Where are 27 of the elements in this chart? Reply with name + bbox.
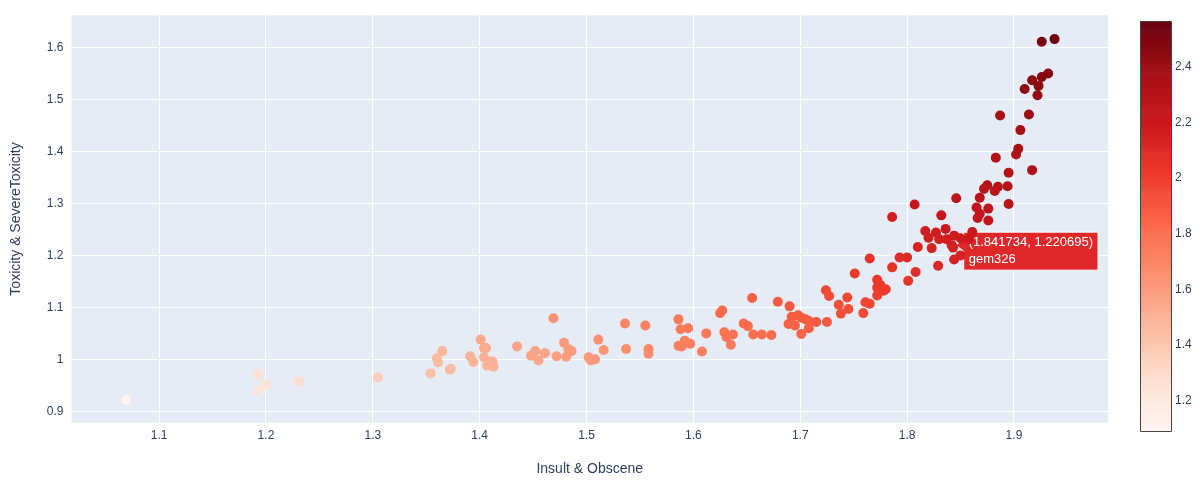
y-tick-label: 1.3 — [46, 196, 64, 211]
x-tick-label: 1.4 — [471, 428, 489, 443]
x-tick-label: 1.8 — [898, 428, 916, 443]
color-bar-label: 1.4 — [1175, 337, 1193, 352]
x-tick-label: 1.3 — [364, 428, 382, 443]
color-bar-label: 2.4 — [1175, 59, 1193, 74]
x-tick-label: 1.7 — [791, 428, 809, 443]
y-tick-label: 0.9 — [46, 404, 64, 419]
x-axis-title: Insult & Obscene — [536, 460, 644, 477]
y-tick-label: 1.2 — [46, 248, 64, 263]
y-tick-label: 1.4 — [46, 144, 64, 159]
x-tick-label: 1.5 — [578, 428, 596, 443]
y-axis-title: Toxicity & SevereToxicity — [7, 142, 24, 296]
x-tick-label: 1.1 — [150, 428, 168, 443]
color-bar-label: 1.2 — [1175, 392, 1193, 407]
y-tick-label: 1 — [56, 352, 64, 367]
color-bar-label: 1.6 — [1175, 281, 1193, 296]
x-tick-label: 1.6 — [685, 428, 703, 443]
y-tick-label: 1.1 — [46, 300, 64, 315]
annotation: (1.841734, 1.220695) gem326 — [968, 234, 1094, 267]
color-bar-label: 2 — [1175, 170, 1182, 185]
y-tick-label: 1.5 — [46, 92, 64, 107]
x-tick-label: 1.9 — [1005, 428, 1023, 443]
color-bar-label: 2.2 — [1175, 114, 1193, 129]
color-bar-label: 1.8 — [1175, 225, 1193, 240]
x-tick-label: 1.2 — [257, 428, 275, 443]
y-tick-label: 1.6 — [46, 40, 64, 55]
